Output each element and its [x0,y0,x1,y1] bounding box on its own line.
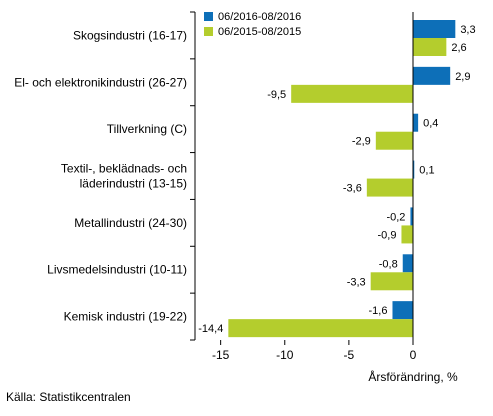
category-label: Skogsindustri (16-17) [73,28,187,42]
bar-s1-4 [413,160,415,179]
legend-label: 06/2015-08/2015 [218,26,301,38]
data-label: -0,9 [377,229,396,241]
bar-s2-1 [413,38,447,56]
data-label: -3,6 [343,183,362,195]
data-label: 3,3 [460,24,475,36]
x-tick-label: -5 [344,348,355,362]
category-label: Textil-, beklädnads- och läderindustri (1… [61,162,187,191]
bar-s1-1 [413,20,456,38]
data-label: -2,9 [352,136,371,148]
data-label: 0,1 [419,165,434,177]
bar-s2-3 [375,131,413,150]
category-label: Metallindustri (24-30) [74,216,187,230]
x-tick-label: -15 [212,348,230,362]
category-label: El- och elektronikindustri (26-27) [14,75,187,89]
x-tick-label: 0 [410,348,417,362]
source-note: Källa: Statistikcentralen [6,390,131,404]
bar-s1-6 [402,254,413,273]
bar-s2-5 [401,225,413,244]
bar-s1-5 [410,207,413,226]
data-label: -9,5 [267,89,286,101]
data-label: -0,8 [379,258,398,270]
data-label: -3,3 [347,276,366,288]
x-axis-label: Årsförändring, % [368,369,458,384]
data-label: 2,6 [451,42,466,54]
bar-s2-2 [291,84,413,103]
bar-s1-3 [413,113,419,132]
data-label: -0,2 [386,211,405,223]
data-label: -1,6 [369,305,388,317]
category-label: Tillverkning (C) [107,122,187,136]
legend-label: 06/2016-08/2016 [218,11,301,23]
data-label: -14,4 [198,323,223,335]
legend-swatch [204,27,213,36]
bar-s2-7 [228,319,413,338]
category-label: Livsmedelsindustri (10-11) [47,263,187,277]
data-label: 2,9 [455,71,470,83]
bar-s1-7 [392,301,413,320]
category-label: Kemisk industri (19-22) [64,310,187,324]
x-tick-label: -10 [276,348,294,362]
data-label: 0,4 [423,118,438,130]
bar-s2-6 [370,272,413,291]
legend-swatch [204,12,213,21]
bar-s2-4 [366,178,413,197]
bar-s1-2 [413,66,451,85]
